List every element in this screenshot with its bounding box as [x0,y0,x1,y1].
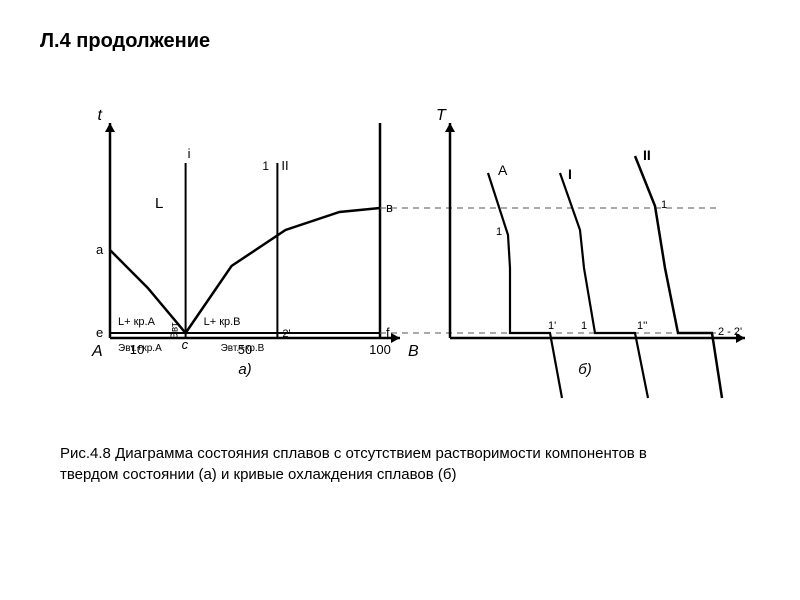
svg-text:1: 1 [262,159,269,173]
svg-text:L+ кр.B: L+ кр.B [204,316,241,328]
phase-diagram-svg: tAB1050100а)iII1LL+ кр.АL+ кр.BЭвт.+кр.А… [50,78,750,408]
svg-text:L: L [155,195,163,212]
svg-text:B: B [408,343,419,360]
svg-text:A: A [91,343,103,360]
svg-text:Эвт.+кр.А: Эвт.+кр.А [118,343,162,354]
svg-text:II: II [643,147,651,163]
svg-text:б): б) [578,361,591,378]
svg-text:I: I [568,166,572,182]
svg-text:II: II [281,158,288,173]
svg-text:1: 1 [661,199,667,211]
page-title: Л.4 продолжение [40,30,760,53]
svg-text:t: t [98,107,103,124]
svg-text:T: T [436,107,447,124]
svg-text:A: A [498,162,508,178]
svg-text:2 - 2': 2 - 2' [718,326,742,338]
svg-text:1: 1 [581,320,587,332]
svg-text:1': 1' [548,320,556,332]
svg-text:Эвт.+кр.В: Эвт.+кр.В [221,343,265,354]
svg-text:1: 1 [496,226,502,238]
svg-text:а): а) [238,361,251,378]
svg-text:i: i [188,146,191,161]
svg-text:2': 2' [282,328,290,340]
svg-text:Эвт.: Эвт. [170,321,181,340]
svg-text:f: f [386,325,390,340]
svg-text:L+ кр.А: L+ кр.А [118,316,156,328]
svg-text:100: 100 [369,342,391,357]
svg-text:e: e [96,325,103,340]
svg-text:a: a [96,242,104,257]
svg-text:1'': 1'' [637,320,647,332]
figure-caption: Рис.4.8 Диаграмма состояния сплавов с от… [60,443,680,485]
svg-text:c: c [182,337,189,352]
diagram-container: tAB1050100а)iII1LL+ кр.АL+ кр.BЭвт.+кр.А… [50,78,760,413]
